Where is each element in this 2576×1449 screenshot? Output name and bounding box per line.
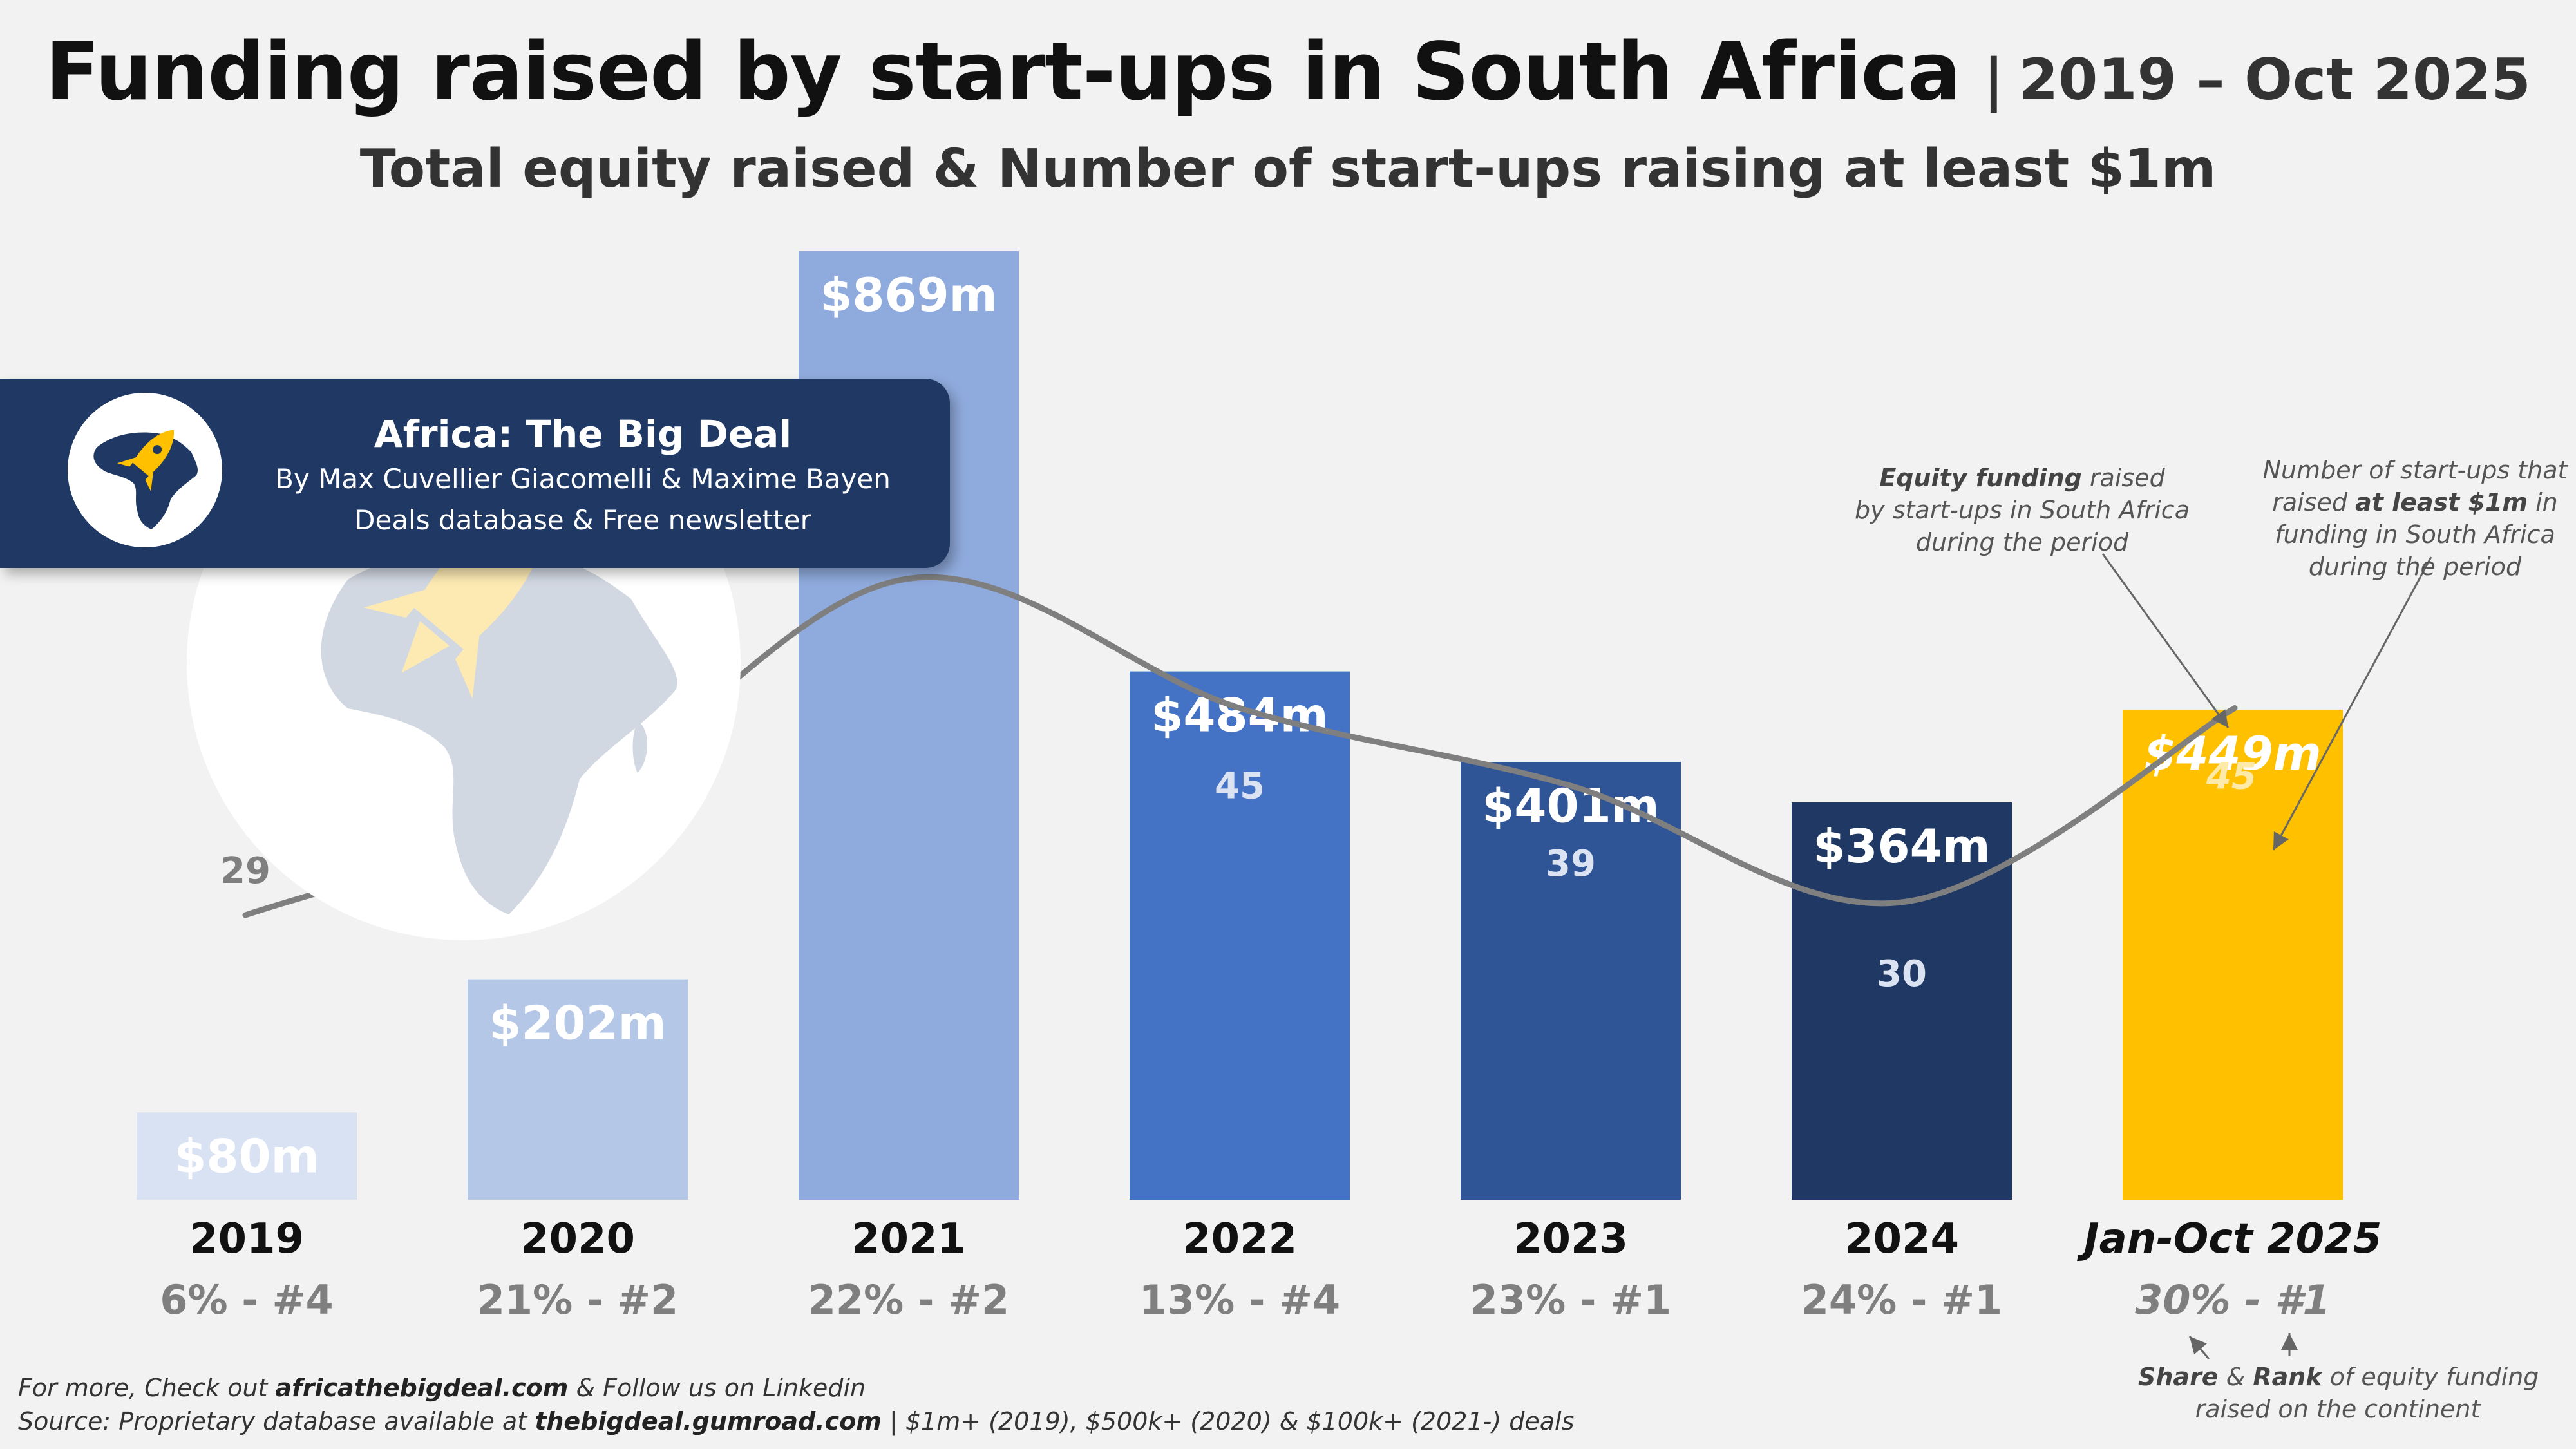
- annotation-equity-rest: raised: [2081, 464, 2165, 492]
- x-tick-label-3: 2021: [851, 1215, 966, 1263]
- annotation-startups-post: in: [2528, 488, 2558, 516]
- bar-value-label-4: $484m: [1151, 688, 1328, 743]
- bar-7[interactable]: [2123, 709, 2343, 1200]
- arrow-equity-annotation: [2101, 553, 2230, 728]
- bar-value-label-1: $80m: [174, 1129, 319, 1183]
- arrow-rank-annotation: [2281, 1333, 2298, 1356]
- line-value-label-1: 29: [220, 850, 270, 892]
- annotation-share-rest: of equity funding: [2322, 1363, 2539, 1391]
- share-rank-label-1: 6% - #4: [160, 1276, 333, 1323]
- banner-tagline: Deals database & Free newsletter: [354, 504, 811, 536]
- x-tick-label-5: 2023: [1513, 1215, 1628, 1263]
- footer-line1-pre: For more, Check out: [18, 1374, 276, 1402]
- bar-value-label-2: $202m: [489, 996, 666, 1050]
- x-tick-label-7: Jan-Oct 2025: [2077, 1215, 2382, 1263]
- line-value-label-6: 30: [1877, 953, 1927, 995]
- bar-2[interactable]: [468, 979, 688, 1200]
- x-tick-label-6: 2024: [1844, 1215, 1959, 1263]
- annotation-share: Share & Rank of equity funding raised on…: [2138, 1361, 2539, 1425]
- x-tick-label-1: 2019: [189, 1215, 304, 1263]
- chart-subtitle: Total equity raised & Number of start-up…: [359, 138, 2217, 200]
- annotation-equity-bold: Equity funding: [1879, 464, 2082, 492]
- title-period: 2019 – Oct 2025: [2018, 46, 2531, 113]
- title-separator: |: [1983, 46, 2004, 113]
- x-tick-label-2: 2020: [520, 1215, 635, 1263]
- share-rank-label-4: 13% - #4: [1139, 1276, 1340, 1323]
- bar-5[interactable]: [1461, 762, 1681, 1200]
- footer-gumroad-link[interactable]: thebigdeal.gumroad.com: [535, 1407, 882, 1435]
- annotation-share-line2: raised on the continent: [2195, 1395, 2481, 1423]
- annotation-startups-pre: raised: [2272, 488, 2356, 516]
- annotation-startups-line4: during the period: [2308, 553, 2522, 581]
- banner-authors: By Max Cuvellier Giacomelli & Maxime Bay…: [275, 463, 891, 495]
- line-value-label-7: 45: [2206, 756, 2257, 798]
- footer-website-link[interactable]: africathebigdeal.com: [275, 1374, 569, 1402]
- footer-line2: Source: Proprietary database available a…: [18, 1407, 1574, 1435]
- annotation-equity: Equity funding raised by start-ups in So…: [1842, 462, 2202, 558]
- annotation-startups-bold: at least $1m: [2355, 488, 2528, 516]
- chart-title: Funding raised by start-ups in South Afr…: [0, 26, 2576, 118]
- share-rank-label-2: 21% - #2: [477, 1276, 678, 1323]
- annotation-share-bold1: Share: [2138, 1363, 2219, 1391]
- africa-rocket-logo-icon: [93, 430, 198, 529]
- annotation-equity-line2: by start-ups in South Africa: [1855, 496, 2190, 524]
- line-value-label-5: 39: [1546, 843, 1596, 885]
- bar-value-label-3: $869m: [820, 268, 997, 322]
- banner-title: Africa: The Big Deal: [374, 412, 792, 456]
- annotation-startups: Number of start-ups that raised at least…: [2235, 454, 2576, 583]
- footer-line2-post: | $1m+ (2019), $500k+ (2020) & $100k+ (2…: [881, 1407, 1575, 1435]
- annotation-startups-line3: funding in South Africa: [2275, 520, 2555, 549]
- banner-text: Africa: The Big Deal By Max Cuvellier Gi…: [245, 410, 921, 541]
- footer-line1-post: & Follow us on Linkedin: [568, 1374, 866, 1402]
- annotation-share-mid: &: [2218, 1363, 2253, 1391]
- annotation-equity-line3: during the period: [1915, 528, 2129, 556]
- share-rank-label-6: 24% - #1: [1801, 1276, 2002, 1323]
- title-main: Funding raised by start-ups in South Afr…: [45, 26, 1961, 118]
- annotation-startups-line1: Number of start-ups that: [2262, 456, 2568, 484]
- x-tick-label-4: 2022: [1182, 1215, 1297, 1263]
- annotation-share-bold2: Rank: [2253, 1363, 2322, 1391]
- share-rank-label-7: 30% - #1: [2135, 1276, 2331, 1323]
- footer-line1: For more, Check out africathebigdeal.com…: [18, 1374, 866, 1402]
- bar-6[interactable]: [1792, 802, 2012, 1200]
- footer-line2-pre: Source: Proprietary database available a…: [18, 1407, 535, 1435]
- bar-1[interactable]: [137, 1112, 357, 1200]
- bar-value-label-6: $364m: [1813, 819, 1990, 873]
- brand-logo: [68, 393, 222, 547]
- share-rank-label-3: 22% - #2: [808, 1276, 1009, 1323]
- arrow-startups-annotation: [2272, 556, 2432, 851]
- bar-4[interactable]: [1130, 671, 1350, 1200]
- share-rank-label-5: 23% - #1: [1470, 1276, 1671, 1323]
- line-value-label-4: 45: [1215, 766, 1265, 808]
- arrow-share-annotation: [2188, 1336, 2210, 1359]
